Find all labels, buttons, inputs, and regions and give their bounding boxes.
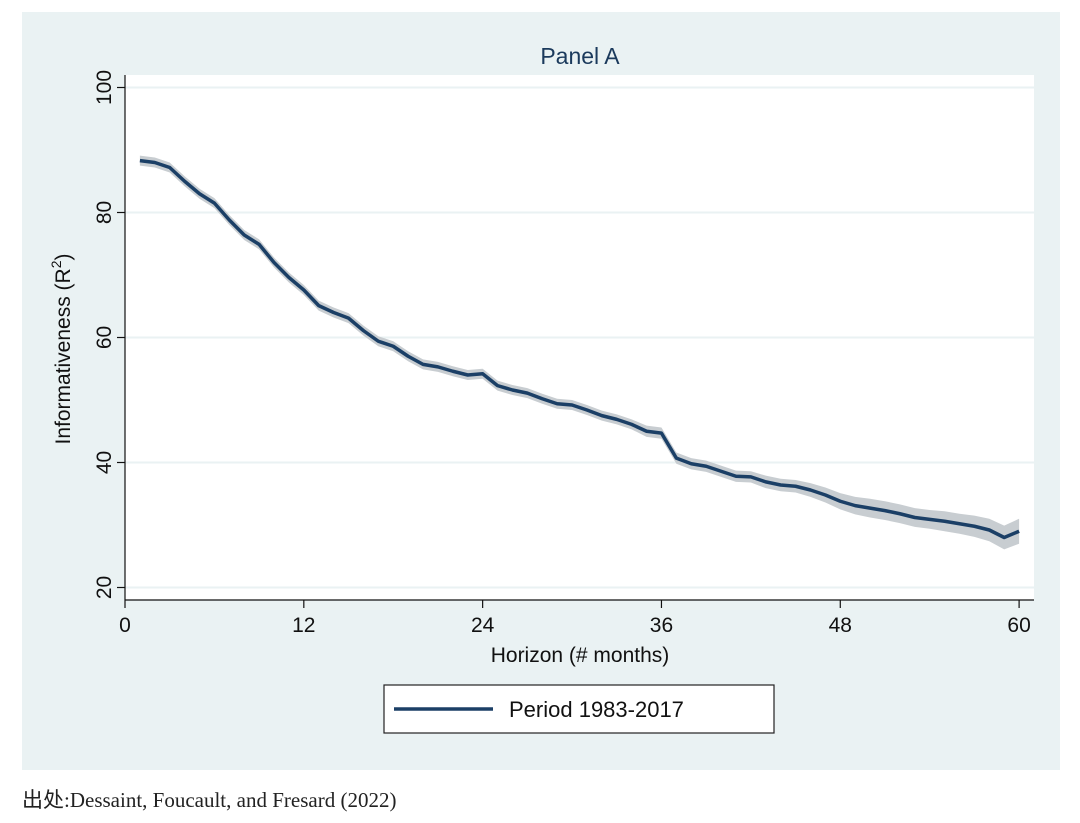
y-tick-label-20: 20 — [93, 576, 116, 599]
series-lines — [139, 158, 1020, 540]
x-tick-label-0: 0 — [119, 614, 131, 637]
y-axis-title-main: Informativeness (R — [52, 268, 75, 444]
x-tick-label-24: 24 — [471, 614, 495, 637]
y-tick-label-80: 80 — [93, 201, 116, 224]
axes — [117, 75, 1034, 608]
y-tick-label-100: 100 — [93, 70, 116, 105]
source-note: 出处:Dessaint, Foucault, and Fresard (2022… — [22, 788, 397, 812]
x-tick-label-60: 60 — [1007, 614, 1030, 637]
y-tick-label-60: 60 — [93, 326, 116, 349]
x-axis-title: Horizon (# months) — [491, 644, 670, 667]
legend-label: Period 1983-2017 — [509, 697, 684, 722]
legend: Period 1983-2017 — [383, 684, 775, 734]
y-axis-title-close: ) — [52, 253, 75, 260]
y-axis-title-superscript: 2 — [48, 260, 64, 268]
grid-lines — [125, 75, 1034, 600]
series-0-line — [139, 158, 1020, 540]
line-chart: Panel A 20 40 60 80 100 0 12 24 36 48 60 Horizon (… — [48, 43, 1034, 734]
x-tick-label-36: 36 — [650, 614, 673, 637]
chart-figure: Panel A 20 40 60 80 100 0 12 24 36 48 60 Horizon (… — [22, 12, 1060, 770]
tick-labels: 20 40 60 80 100 0 12 24 36 48 60 — [93, 70, 1031, 637]
y-axis-title: Informativeness (R2) — [48, 253, 75, 444]
x-tick-label-12: 12 — [292, 614, 315, 637]
y-tick-label-40: 40 — [93, 451, 116, 474]
chart-title: Panel A — [540, 43, 620, 69]
x-tick-label-48: 48 — [829, 614, 852, 637]
